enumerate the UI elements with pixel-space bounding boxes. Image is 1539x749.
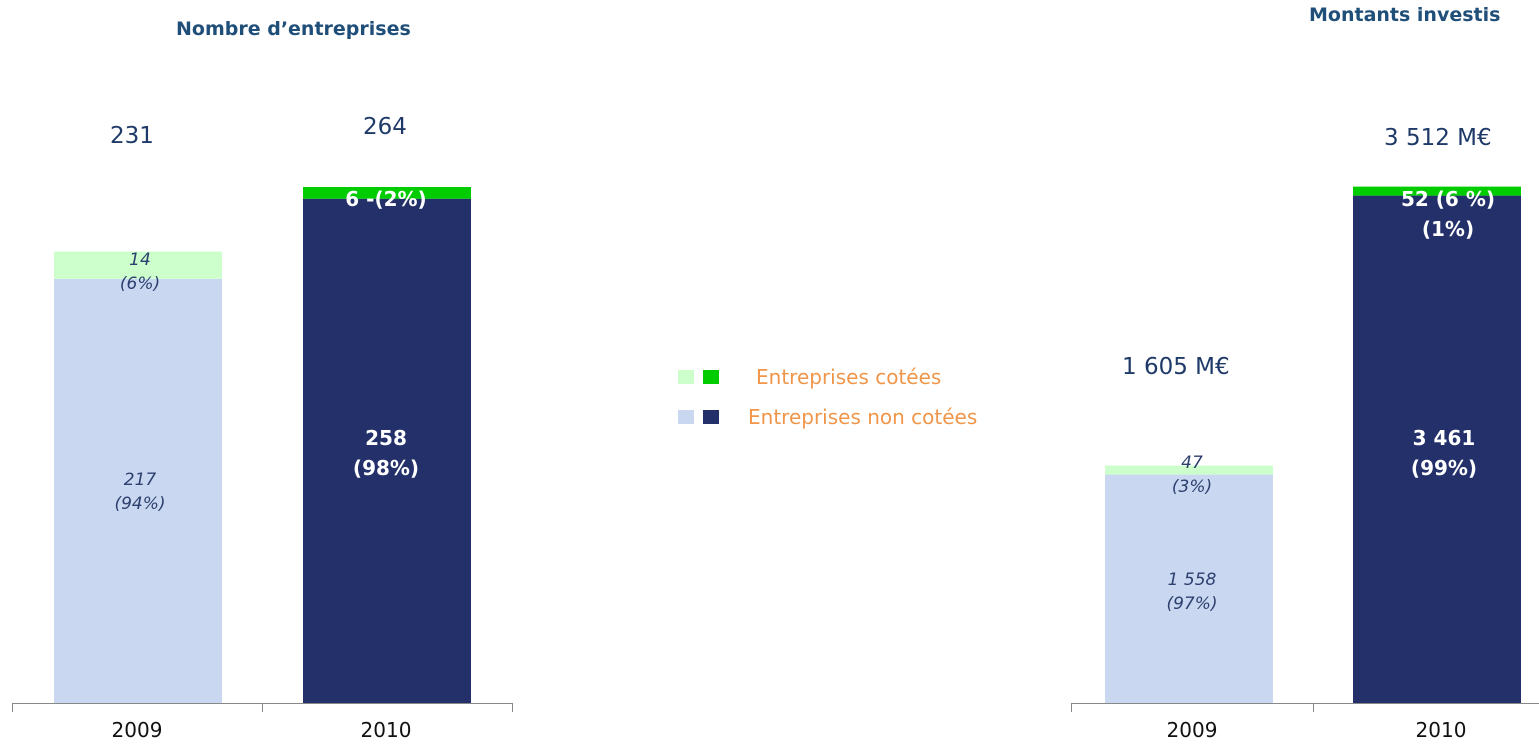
chart1-bar-2009-noncotees [54, 278, 222, 703]
chart1-label-2009-noncotees-text: 217 (94%) [114, 470, 166, 514]
chart1-total-2009: 231 [110, 123, 154, 149]
legend-swatch-noncotees-2009 [678, 410, 694, 424]
chart2-total-2009: 1 605 M€ [1122, 354, 1230, 380]
chart2-tick-2010: 2010 [1415, 718, 1467, 742]
chart1-tick-2010: 2010 [360, 718, 412, 742]
legend-label-noncotees: Entreprises non cotées [748, 405, 978, 429]
chart2-bar-2010-noncotees [1353, 195, 1521, 703]
legend-item-cotees: Entreprises cotées [678, 364, 977, 390]
chart1-bar-2009-cotees [54, 251, 222, 279]
chart1-bar-2010-noncotees [303, 198, 471, 703]
chart2-label-2010-noncotees: 3 461 (99%) [1384, 423, 1504, 483]
legend: Entreprises cotées Entreprises non cotée… [678, 364, 977, 430]
chart2-label-2010-cotees-text: 52 (6 %) (1%) [1401, 187, 1495, 241]
chart1-bar-2010-cotees [303, 187, 471, 199]
chart1-title: Nombre d’entreprises [176, 18, 411, 40]
chart2-label-2010-cotees: 52 (6 %) (1%) [1388, 184, 1508, 244]
chart1-tick-2009: 2009 [111, 718, 163, 742]
chart2-label-2009-noncotees: 1 558 (97%) [1132, 568, 1252, 616]
chart2-title: Montants investis [1309, 4, 1501, 26]
chart1-total-2010: 264 [363, 114, 407, 140]
legend-item-noncotees: Entreprises non cotées [678, 404, 977, 430]
chart1-label-2010-cotees: 6 -(2%) [326, 184, 446, 214]
chart2-tick-2009: 2009 [1166, 718, 1218, 742]
chart1-label-2010-cotees-text: 6 -(2%) [345, 187, 427, 211]
chart2-bar-2010-cotees [1353, 186, 1521, 196]
chart2-label-2009-noncotees-text: 1 558 (97%) [1166, 570, 1218, 614]
chart2-bar-2009-cotees [1105, 465, 1273, 475]
chart2-label-2010-noncotees-text: 3 461 (99%) [1410, 426, 1478, 480]
chart1-label-2010-noncotees-text: 258 (98%) [352, 426, 420, 480]
chart2-label-2009-cotees-text: 47 (3%) [1171, 453, 1213, 497]
chart1-label-2009-cotees: 14 (6%) [80, 248, 200, 296]
chart1-label-2009-noncotees: 217 (94%) [80, 468, 200, 516]
chart2-label-2009-cotees: 47 (3%) [1132, 451, 1252, 499]
chart1-label-2010-noncotees: 258 (98%) [326, 423, 446, 483]
legend-swatch-noncotees-2010 [703, 410, 719, 424]
chart1-label-2009-cotees-text: 14 (6%) [119, 250, 161, 294]
legend-swatch-cotees-2010 [703, 370, 719, 384]
chart2-bar-2009-noncotees [1105, 474, 1273, 703]
chart2-total-2010: 3 512 M€ [1384, 125, 1492, 151]
legend-swatch-cotees-2009 [678, 370, 694, 384]
legend-label-cotees: Entreprises cotées [756, 365, 942, 389]
